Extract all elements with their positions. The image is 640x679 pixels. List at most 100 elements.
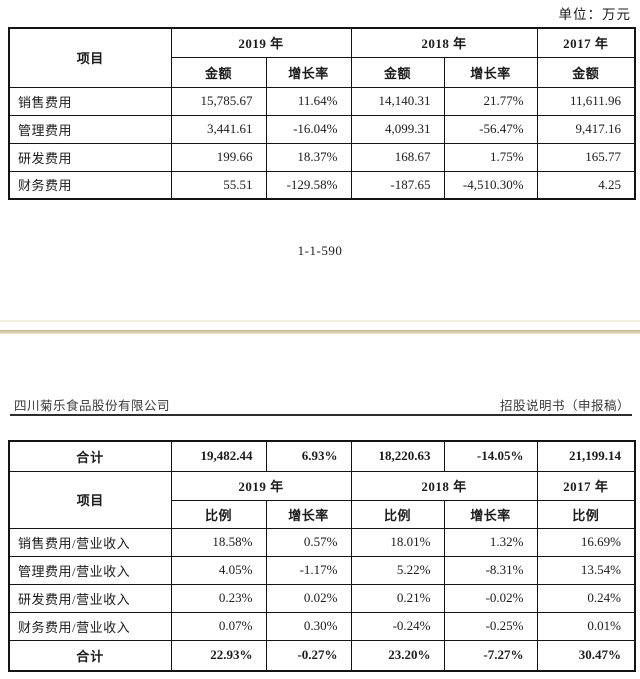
cell: -0.02% [443, 583, 538, 613]
col-header-2019: 2019 年 [170, 27, 352, 58]
col-header-2018: 2018 年 [350, 470, 538, 501]
table-row: 研发费用/营业收入 0.23% 0.02% 0.21% -0.02% 0.24% [8, 583, 636, 613]
running-header: 四川菊乐食品股份有限公司 招股说明书（申报稿） [14, 395, 630, 414]
cell: -0.27% [265, 639, 352, 672]
table-row: 研发费用 199.66 18.37% 168.67 1.75% 165.77 [8, 142, 636, 172]
cell: 4.05% [170, 555, 267, 585]
table-header-row: 项目 2019 年 2018 年 2017 年 [8, 470, 636, 529]
cell: 0.02% [265, 583, 352, 613]
cell: -129.58% [265, 170, 352, 200]
subheader-ratio-2018: 比例 [350, 499, 445, 529]
cell: -56.47% [443, 114, 538, 144]
table-subheader-row: 金额 增长率 金额 增长率 金额 [9, 56, 636, 88]
subheader-growth-2018: 增长率 [443, 499, 538, 529]
cell: 13.54% [536, 555, 636, 585]
cell: 19,482.44 [170, 440, 267, 472]
col-header-2017: 2017 年 [536, 27, 636, 58]
subheader-amount-2017: 金额 [536, 56, 636, 88]
cell: 9,417.16 [536, 114, 636, 144]
table-row: 管理费用 3,441.61 -16.04% 4,099.31 -56.47% 9… [8, 114, 636, 144]
row-label: 研发费用 [8, 142, 172, 172]
table-row: 财务费用 55.51 -129.58% -187.65 -4,510.30% 4… [8, 170, 636, 200]
cell: 0.24% [536, 583, 636, 613]
cell: 18.01% [350, 527, 445, 557]
subheader-growth-2018: 增长率 [443, 56, 538, 88]
cell: 21.77% [443, 86, 538, 116]
table-row: 销售费用/营业收入 18.58% 0.57% 18.01% 1.32% 16.6… [8, 527, 636, 557]
col-header-item: 项目 [8, 470, 172, 529]
col-header-2019: 2019 年 [170, 470, 352, 501]
col-header-item: 项目 [8, 27, 172, 88]
cell: -187.65 [350, 170, 445, 200]
cell: 16.69% [536, 527, 636, 557]
cell: 15,785.67 [170, 86, 267, 116]
cell: 22.93% [170, 639, 267, 672]
cell: 4,099.31 [350, 114, 445, 144]
cell: 3,441.61 [170, 114, 267, 144]
cell: -0.25% [443, 611, 538, 641]
unit-label: 单位：万元 [558, 7, 631, 22]
cell: 0.01% [536, 611, 636, 641]
cell: -0.24% [350, 611, 445, 641]
subheader-amount-2019: 金额 [170, 56, 267, 88]
document-title: 招股说明书（申报稿） [499, 399, 630, 413]
subheader-ratio-2017: 比例 [536, 499, 636, 529]
page-number: 1-1-590 [297, 243, 343, 258]
cell: -14.05% [443, 440, 538, 472]
cell: 0.23% [170, 583, 267, 613]
table-row: 财务费用/营业收入 0.07% 0.30% -0.24% -0.25% 0.01… [8, 611, 636, 641]
row-label: 合计 [8, 440, 172, 472]
cell: 18.37% [265, 142, 352, 172]
table-header-row: 项目 2019 年 2018 年 2017 年 [8, 27, 636, 88]
cell: 1.75% [443, 142, 538, 172]
ratio-table: 合计 19,482.44 6.93% 18,220.63 -14.05% 21,… [8, 440, 636, 672]
row-label: 研发费用/营业收入 [8, 583, 172, 613]
cell: 168.67 [350, 142, 445, 172]
table-row: 销售费用 15,785.67 11.64% 14,140.31 21.77% 1… [8, 86, 636, 116]
page-edge-shadow [0, 320, 640, 322]
company-name: 四川菊乐食品股份有限公司 [14, 399, 171, 413]
col-header-2018: 2018 年 [350, 27, 538, 58]
cell: 199.66 [170, 142, 267, 172]
row-label: 合计 [8, 639, 172, 672]
cell: 1.32% [443, 527, 538, 557]
cell: 18,220.63 [350, 440, 445, 472]
cell: 165.77 [536, 142, 636, 172]
cell: -4,510.30% [443, 170, 538, 200]
cell: 5.22% [350, 555, 445, 585]
col-header-2017: 2017 年 [536, 470, 636, 501]
cell: -1.17% [265, 555, 352, 585]
row-label: 销售费用/营业收入 [8, 527, 172, 557]
row-label: 管理费用 [8, 114, 172, 144]
cell: 55.51 [170, 170, 267, 200]
cell: -16.04% [265, 114, 352, 144]
cell: 14,140.31 [350, 86, 445, 116]
expense-table: 项目 2019 年 2018 年 2017 年 金额 增长率 金额 增长率 金额… [8, 27, 637, 200]
table-footer-total-row: 合计 22.93% -0.27% 23.20% -7.27% 30.47% [8, 639, 636, 672]
cell: 0.07% [170, 611, 267, 641]
subheader-ratio-2019: 比例 [170, 499, 267, 529]
cell: 0.57% [265, 527, 352, 557]
cell: 18.58% [170, 527, 267, 557]
subheader-growth-2019: 增长率 [265, 56, 352, 88]
cell: 30.47% [536, 639, 636, 672]
cell: 21,199.14 [536, 440, 636, 472]
subheader-amount-2018: 金额 [350, 56, 445, 88]
cell: 0.30% [265, 611, 352, 641]
row-label: 销售费用 [8, 86, 172, 116]
cell: 11,611.96 [536, 86, 636, 116]
cell: -8.31% [443, 555, 538, 585]
cell: 0.21% [350, 583, 445, 613]
table-subheader-row: 比例 增长率 比例 增长率 比例 [9, 499, 636, 529]
row-label: 财务费用 [8, 170, 172, 200]
cell: 6.93% [265, 440, 352, 472]
row-label: 财务费用/营业收入 [8, 611, 172, 641]
table-total-row: 合计 19,482.44 6.93% 18,220.63 -14.05% 21,… [8, 440, 636, 472]
cell: 11.64% [265, 86, 352, 116]
header-rule [10, 414, 632, 416]
table-row: 管理费用/营业收入 4.05% -1.17% 5.22% -8.31% 13.5… [8, 555, 636, 585]
subheader-growth-2019: 增长率 [265, 499, 352, 529]
cell: 4.25 [536, 170, 636, 200]
page-break-divider [0, 330, 640, 334]
